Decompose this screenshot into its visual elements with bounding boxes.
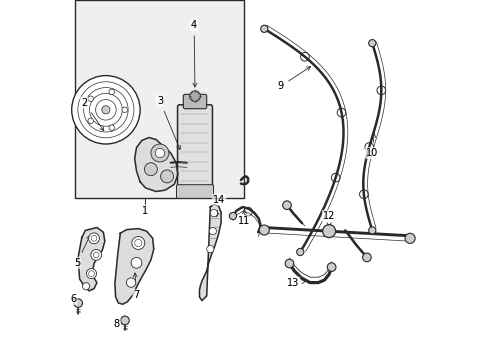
Circle shape — [368, 40, 375, 47]
Circle shape — [109, 89, 114, 95]
Circle shape — [131, 257, 142, 268]
Circle shape — [144, 163, 157, 176]
Text: 7: 7 — [133, 290, 140, 300]
Text: 1: 1 — [142, 206, 148, 216]
Text: 12: 12 — [322, 211, 335, 227]
Circle shape — [82, 283, 89, 290]
Text: 12: 12 — [322, 211, 335, 221]
FancyBboxPatch shape — [183, 94, 206, 109]
Circle shape — [155, 148, 164, 158]
Circle shape — [88, 118, 93, 123]
Circle shape — [362, 253, 370, 262]
Circle shape — [88, 96, 93, 102]
Text: 2: 2 — [81, 98, 103, 131]
FancyBboxPatch shape — [177, 105, 212, 190]
Text: 5: 5 — [74, 235, 90, 268]
Circle shape — [160, 170, 173, 183]
Circle shape — [88, 233, 99, 244]
Circle shape — [72, 76, 140, 144]
Polygon shape — [134, 138, 178, 192]
Text: 4: 4 — [191, 20, 197, 87]
Text: 10: 10 — [366, 134, 378, 158]
Text: 14: 14 — [213, 195, 225, 217]
Text: 9: 9 — [277, 81, 283, 91]
Circle shape — [132, 237, 144, 249]
Text: 3: 3 — [157, 96, 163, 106]
Text: 8: 8 — [113, 319, 124, 329]
Circle shape — [209, 228, 216, 235]
Circle shape — [74, 299, 82, 307]
Polygon shape — [115, 229, 153, 304]
Circle shape — [189, 91, 200, 102]
Text: 2: 2 — [81, 98, 87, 108]
Text: 14: 14 — [213, 195, 225, 205]
Circle shape — [206, 246, 213, 253]
Circle shape — [122, 107, 127, 113]
Circle shape — [404, 233, 414, 243]
Text: 6: 6 — [70, 294, 77, 304]
Circle shape — [102, 106, 110, 114]
Text: 4: 4 — [191, 20, 197, 30]
Text: 8: 8 — [113, 319, 120, 329]
Circle shape — [259, 225, 269, 235]
Circle shape — [260, 25, 267, 32]
Circle shape — [91, 249, 102, 260]
Polygon shape — [199, 204, 221, 301]
Polygon shape — [78, 228, 104, 291]
Circle shape — [285, 259, 293, 268]
Text: 13: 13 — [286, 278, 299, 288]
Circle shape — [296, 248, 303, 256]
FancyBboxPatch shape — [176, 185, 213, 198]
Circle shape — [109, 125, 114, 130]
Circle shape — [322, 225, 335, 238]
Text: 13: 13 — [286, 278, 305, 288]
Circle shape — [326, 263, 335, 271]
Text: 11: 11 — [238, 216, 250, 226]
Circle shape — [368, 227, 375, 234]
Circle shape — [86, 269, 96, 279]
Text: 7: 7 — [133, 273, 140, 300]
Circle shape — [126, 278, 136, 287]
Bar — [75, 0, 244, 198]
Circle shape — [229, 212, 236, 220]
Circle shape — [121, 316, 129, 325]
Circle shape — [151, 144, 168, 162]
Text: 3: 3 — [157, 96, 180, 149]
Text: 10: 10 — [366, 148, 378, 158]
Circle shape — [210, 210, 217, 217]
Text: 11: 11 — [238, 210, 250, 226]
Circle shape — [282, 201, 291, 210]
Text: 6: 6 — [70, 294, 77, 304]
Text: 9: 9 — [277, 67, 310, 91]
Text: 1: 1 — [142, 206, 148, 216]
Text: 5: 5 — [74, 258, 80, 268]
